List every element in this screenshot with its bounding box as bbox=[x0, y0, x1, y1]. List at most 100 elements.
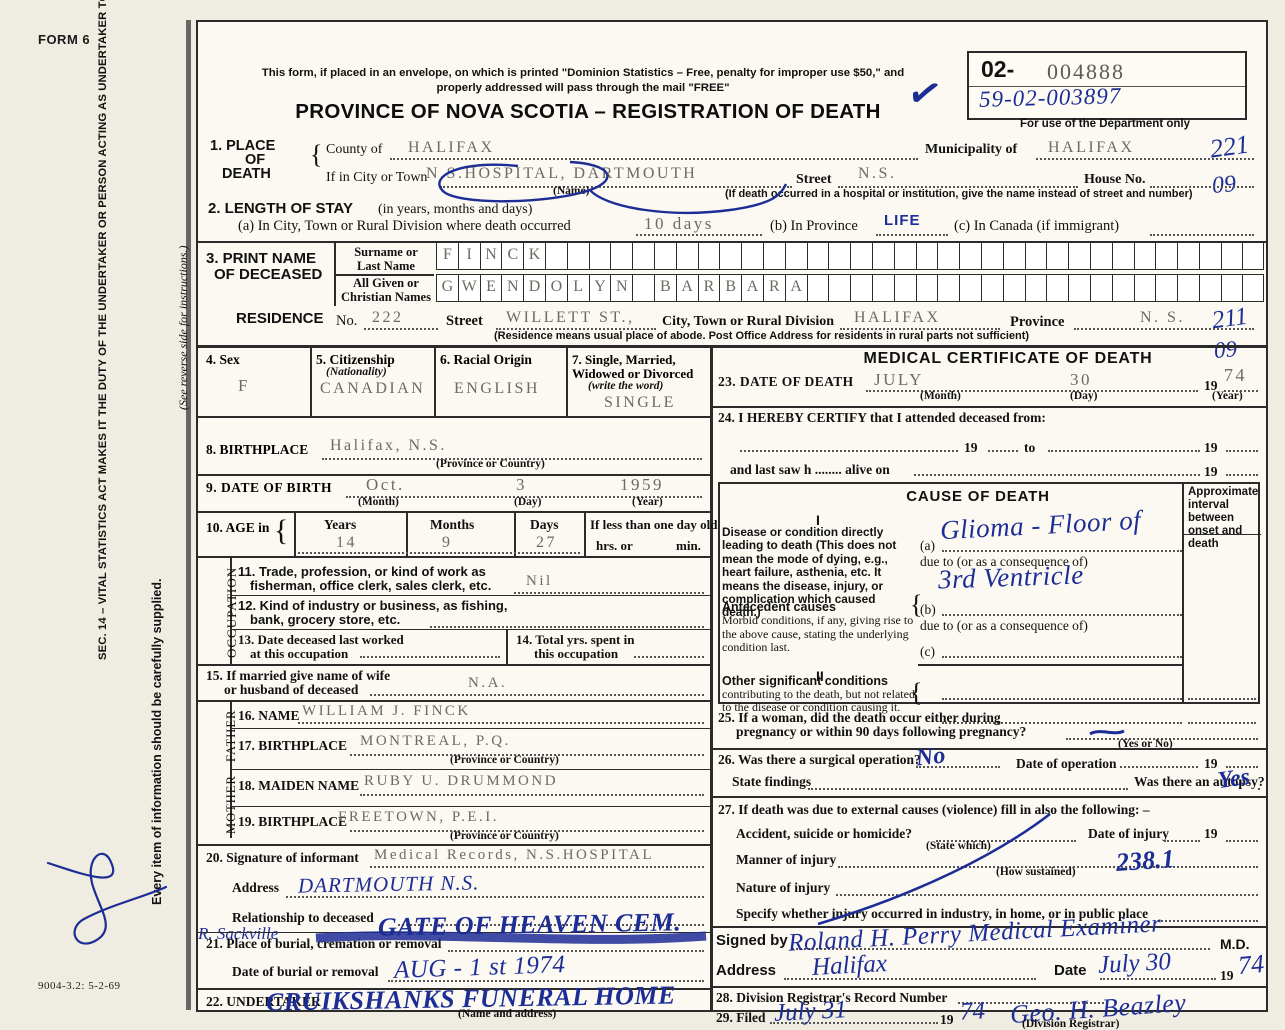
item11-label-2: fisherman, office clerk, sales clerk, et… bbox=[250, 578, 492, 593]
manner-value: 238.1 bbox=[1115, 843, 1176, 878]
city-town-rule bbox=[440, 186, 792, 188]
form-number: FORM 6 bbox=[38, 32, 91, 47]
page-title: PROVINCE OF NOVA SCOTIA – REGISTRATION O… bbox=[295, 100, 881, 123]
citizenship-label: 5. Citizenship bbox=[316, 352, 395, 367]
strikethrough-annotation bbox=[315, 931, 707, 944]
item13-label-2: at this occupation bbox=[250, 646, 349, 661]
cause-line-a-value2: 3rd Ventricle bbox=[937, 559, 1085, 595]
check-mark-icon: ✓ bbox=[903, 67, 947, 120]
residence-no-rule bbox=[364, 328, 438, 330]
item13-label-1: 13. Date deceased last worked bbox=[238, 632, 404, 647]
name-grid-cell bbox=[742, 243, 764, 269]
signature-date-year-prefix: 19 bbox=[1220, 968, 1234, 983]
dob-day-value: 3 bbox=[516, 475, 527, 494]
cause-due-to-label: due to (or as a consequence of) bbox=[920, 554, 1088, 569]
residence-province-label: Province bbox=[1010, 314, 1065, 330]
print-name-heading-1: 3. PRINT NAME bbox=[206, 250, 317, 267]
item12-label-2: bank, grocery store, etc. bbox=[250, 612, 401, 627]
dod-year-sub: (Year) bbox=[1212, 390, 1243, 402]
footer-code: 9004-3.2: 5-2-69 bbox=[38, 980, 121, 992]
item24-to-year: 19 bbox=[1204, 440, 1218, 455]
name-grid-cell: L bbox=[568, 275, 590, 301]
age-months-label: Months bbox=[430, 517, 475, 532]
house-no-rule bbox=[1150, 186, 1254, 188]
name-grid-cell bbox=[1004, 243, 1026, 269]
name-grid-cell bbox=[568, 243, 590, 269]
regbox-divider bbox=[969, 86, 1245, 87]
residence-no-label: No. bbox=[336, 313, 358, 329]
hospital-note: (If death occurred in a hospital or inst… bbox=[725, 188, 1193, 200]
name-grid-cell: B bbox=[655, 275, 677, 301]
signature-address-value: Halifax bbox=[811, 950, 888, 981]
name-grid-cell bbox=[786, 243, 808, 269]
item20-label: 20. Signature of informant bbox=[206, 850, 359, 865]
divider-after-dob bbox=[198, 511, 710, 513]
surname-label-1: Surname or bbox=[354, 245, 418, 259]
name-grid-cell bbox=[1200, 243, 1222, 269]
stay-b-value: LIFE bbox=[884, 212, 921, 229]
residence-street-value: WILLETT ST., bbox=[506, 309, 635, 326]
item26-value: No bbox=[914, 742, 947, 772]
part-ii-title: Other significant conditions bbox=[722, 674, 888, 688]
age-rule bbox=[298, 552, 580, 554]
divider-item16 bbox=[230, 728, 710, 730]
cause-interval-divider bbox=[1182, 483, 1184, 703]
name-grid-cell bbox=[1135, 243, 1157, 269]
item22-sub: (Name and address) bbox=[458, 1008, 557, 1020]
name-grid-cell bbox=[1026, 243, 1048, 269]
item23-rule bbox=[866, 390, 1198, 392]
autopsy-rule bbox=[1258, 788, 1260, 790]
item25-dash-annotation bbox=[1089, 729, 1125, 736]
autopsy-label: Was there an autopsy? bbox=[1134, 774, 1265, 789]
divider-item23 bbox=[712, 406, 1266, 408]
burial-date-label: Date of burial or removal bbox=[232, 964, 379, 979]
stay-b-rule bbox=[876, 234, 948, 236]
item20-rule bbox=[370, 866, 704, 868]
print-name-divider-v bbox=[334, 242, 336, 306]
item16-value: WILLIAM J. FINCK bbox=[302, 703, 471, 719]
item14-label-1: 14. Total yrs. spent in bbox=[516, 632, 635, 647]
name-grid-cell bbox=[917, 243, 939, 269]
divider-item12 bbox=[230, 629, 710, 631]
name-grid-cell bbox=[895, 275, 917, 301]
signature-date-rule bbox=[1100, 978, 1216, 980]
burial-date-value: AUG - 1 st 1974 bbox=[393, 951, 566, 984]
name-grid-cell: A bbox=[742, 275, 764, 301]
name-grid-cell bbox=[611, 243, 634, 269]
signature-date-label: Date bbox=[1054, 962, 1087, 979]
informant-side-note: R. Sackville bbox=[198, 924, 279, 943]
name-grid-cell bbox=[982, 275, 1004, 301]
item16-label: 16. NAME bbox=[238, 708, 300, 723]
name-grid-cell: K bbox=[524, 243, 546, 269]
residence-city-value: HALIFAX bbox=[854, 309, 941, 326]
md-label: M.D. bbox=[1220, 936, 1250, 952]
last-saw-year-rule bbox=[1226, 474, 1258, 476]
divider-after-parents bbox=[198, 844, 710, 846]
antecedent-title: Antecedent causes bbox=[722, 600, 836, 614]
name-grid-cell bbox=[829, 243, 852, 269]
age-years-value: 14 bbox=[336, 534, 357, 551]
marital-label-2: Widowed or Divorced bbox=[572, 366, 694, 381]
item17-sub: (Province or Country) bbox=[450, 754, 559, 766]
name-grid-cell: O bbox=[546, 275, 568, 301]
name-grid-cell bbox=[633, 275, 655, 301]
name-grid-cell bbox=[1069, 275, 1091, 301]
given-label-2: Christian Names bbox=[341, 290, 431, 304]
accident-sub: (State which) bbox=[926, 840, 991, 852]
item15-label-2: or husband of deceased bbox=[224, 682, 359, 697]
age-min-label: min. bbox=[676, 538, 701, 553]
age-label: 10. AGE in bbox=[206, 520, 270, 535]
relationship-label: Relationship to deceased bbox=[232, 910, 374, 925]
item15-label-1: 15. If married give name of wife bbox=[206, 668, 391, 683]
municipality-label: Municipality of bbox=[925, 142, 1018, 157]
name-grid-cell bbox=[917, 275, 939, 301]
birthplace-label: 8. BIRTHPLACE bbox=[206, 442, 309, 457]
item25-sub: (Yes or No) bbox=[1118, 738, 1173, 750]
divider-item18 bbox=[230, 806, 710, 808]
name-grid-cell bbox=[1047, 243, 1070, 269]
name-grid-cell bbox=[590, 243, 612, 269]
signature-address-rule bbox=[784, 978, 1036, 980]
operation-date-year: 19 bbox=[1204, 756, 1218, 771]
divider-item17 bbox=[230, 769, 710, 771]
